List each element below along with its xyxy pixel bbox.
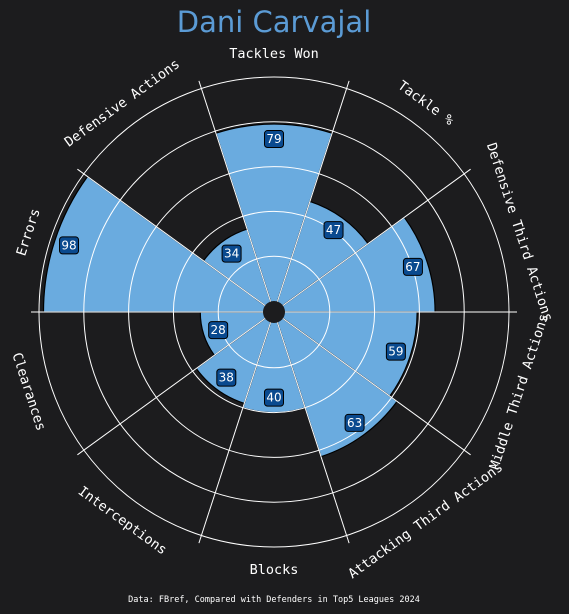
grid-layer [31, 76, 517, 548]
param-label-10: Defensive Actions [62, 56, 183, 150]
param-label-6: Blocks [250, 562, 299, 578]
value-label-2: 47 [326, 223, 341, 237]
value-labels-layer: 79 47 67 59 63 40 38 28 98 34 [59, 130, 423, 432]
value-box-4 [385, 342, 406, 361]
value-box-5 [344, 413, 365, 432]
param-label-7: Interceptions [75, 483, 170, 558]
param-label-9: Errors [13, 207, 43, 258]
param-label-2: Tackle % [395, 78, 457, 129]
grid-spoke-6 [273, 311, 350, 544]
slice-3 [272, 216, 436, 313]
param-label-3: Defensive Third Actions [483, 141, 556, 324]
value-label-7: 38 [219, 371, 234, 385]
value-label-10: 34 [224, 247, 239, 261]
value-label-8: 28 [211, 323, 226, 337]
value-box-3 [402, 257, 423, 276]
grid-spoke-7 [198, 311, 275, 544]
grid-spoke-2 [273, 80, 350, 313]
param-label-8: Clearances [8, 351, 48, 433]
grid-spoke-8 [77, 311, 275, 456]
value-box-9 [59, 236, 80, 255]
grid-spoke-5 [273, 311, 471, 456]
value-label-6: 40 [266, 391, 281, 405]
param-label-5: Attacking Third Actions [345, 459, 506, 582]
source-footer: Data: FBref, Compared with Defenders in … [128, 595, 420, 605]
value-box-2 [323, 221, 344, 240]
value-label-4: 59 [388, 345, 403, 359]
value-label-9: 98 [61, 238, 76, 252]
grid-spoke-3 [273, 168, 471, 313]
slice-2 [272, 200, 369, 314]
value-box-8 [208, 321, 229, 340]
slice-4 [272, 311, 418, 397]
value-label-5: 63 [347, 416, 362, 430]
center-hub [263, 301, 285, 323]
value-box-10 [221, 244, 242, 263]
value-box-7 [216, 368, 237, 387]
value-box-1 [264, 130, 284, 149]
param-label-4: Middle Third Actions [487, 312, 552, 472]
grid-spoke-10 [77, 168, 275, 313]
value-box-6 [264, 388, 284, 407]
param-label-1: Tackles Won [229, 46, 318, 62]
chart-title: Dani Carvajal [177, 5, 372, 39]
slice-1 [215, 123, 333, 314]
value-label-3: 67 [405, 260, 420, 274]
grid-spoke-1 [198, 80, 275, 313]
slice-9 [42, 175, 276, 313]
slice-5 [272, 310, 398, 458]
value-label-1: 79 [266, 132, 281, 146]
